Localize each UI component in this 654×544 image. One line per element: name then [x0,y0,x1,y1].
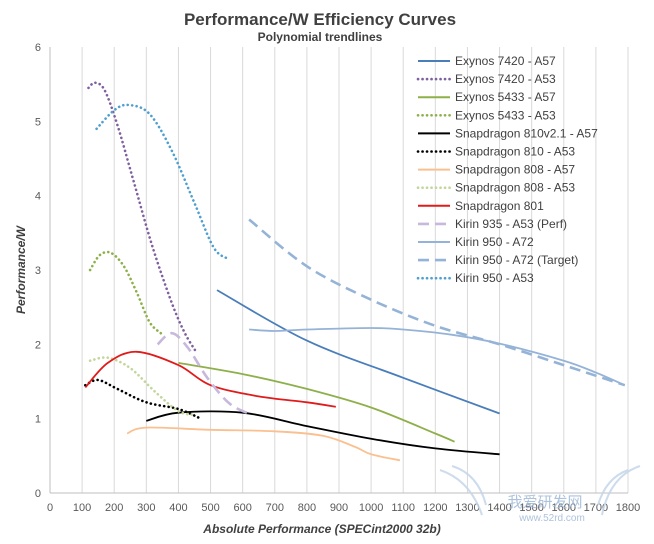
axis-layer [49,47,628,494]
y-tick-label: 3 [35,265,41,277]
x-tick-label: 1600 [552,502,576,514]
x-tick-label: 1800 [616,502,640,514]
x-tick-label: 600 [233,502,251,514]
series-line-kirin-950-a72 [249,327,626,387]
x-tick-label: 1200 [423,502,447,514]
legend-label-snapdragon-810-a53: Snapdragon 810 - A53 [455,145,575,159]
x-tick-label: 1100 [391,502,415,514]
series-line-kirin-935-a53-perf [156,331,253,417]
x-tick-label: 200 [105,502,123,514]
x-tick-label: 900 [330,502,348,514]
y-tick-label: 4 [35,191,41,203]
tick-layer: 0 100 200 300 400 500 600 700 800 900 1000 1100 1200… [35,42,640,514]
series-line-exynos-5433-a57 [178,362,455,443]
series-line-snapdragon-810v2-1-a57 [146,410,500,456]
series-line-kirin-950-a72-target [248,218,626,387]
legend-label-exynos-7420-a57: Exynos 7420 - A57 [455,54,556,68]
x-tick-label: 400 [169,502,187,514]
series-line-exynos-7420-a57 [216,289,500,415]
series-line-exynos-7420-a53 [87,81,198,354]
legend-label-kirin-935-a53-perf: Kirin 935 - A53 (Perf) [455,217,567,231]
y-tick-label: 0 [35,488,41,500]
x-tick-label: 1500 [519,502,543,514]
legend-label-snapdragon-808-a57: Snapdragon 808 - A57 [455,163,575,177]
legend-label-kirin-950-a53: Kirin 950 - A53 [455,271,534,285]
x-tick-label: 100 [73,502,91,514]
watermark: 我爱研发网 www.52rd.com [439,465,641,524]
series-line-snapdragon-808-a57 [126,426,401,462]
x-tick-label: 800 [298,502,316,514]
legend-label-exynos-7420-a53: Exynos 7420 - A53 [455,72,556,86]
watermark-url: www.52rd.com [518,513,585,524]
chart-title: Performance/W Efficiency Curves [184,10,456,29]
legend-label-exynos-5433-a57: Exynos 5433 - A57 [455,90,556,104]
x-tick-label: 500 [201,502,219,514]
legend-label-snapdragon-801: Snapdragon 801 [455,199,544,213]
legend-label-snapdragon-808-a53: Snapdragon 808 - A53 [455,181,575,195]
x-tick-label: 1000 [359,502,383,514]
watermark-logo [439,465,641,516]
legend-label-kirin-950-a72: Kirin 950 - A72 [455,235,534,249]
chart-legend: Exynos 7420 - A57 Exynos 7420 - A53 Exynos… [416,54,598,285]
x-axis-title: Absolute Performance (SPECint2000 32b) [202,522,440,536]
legend-label-snapdragon-810v2-1-a57: Snapdragon 810v2.1 - A57 [455,126,598,140]
grid-layer [81,47,629,493]
x-tick-label: 0 [47,502,53,514]
y-tick-label: 2 [35,339,41,351]
y-tick-label: 6 [35,42,41,54]
x-tick-label: 700 [266,502,284,514]
legend-label-exynos-5433-a53: Exynos 5433 - A53 [455,108,556,122]
series-line-snapdragon-801 [84,350,336,408]
y-tick-label: 5 [35,116,41,128]
chart-subtitle: Polynomial trendlines [258,30,383,44]
y-axis-title: Performance/W [14,224,28,314]
x-tick-label: 1400 [487,502,511,514]
watermark-brand: 我爱研发网 [507,494,582,511]
y-tick-label: 1 [35,414,41,426]
x-tick-label: 300 [137,502,155,514]
series-line-exynos-5433-a53 [88,250,163,335]
legend-label-kirin-950-a72-target: Kirin 950 - A72 (Target) [455,253,578,267]
series-line-kirin-950-a53 [95,103,230,261]
x-tick-label: 1300 [455,502,479,514]
series-layer [84,81,626,462]
series-line-snapdragon-810-a53 [84,378,203,420]
